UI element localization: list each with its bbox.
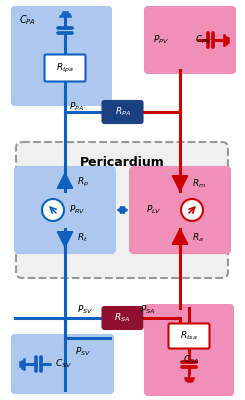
Text: $P_{PA}$: $P_{PA}$ [69, 101, 84, 113]
FancyBboxPatch shape [11, 6, 112, 106]
Text: $P_{LV}$: $P_{LV}$ [146, 204, 162, 216]
Text: $C_{PA}$: $C_{PA}$ [19, 13, 36, 27]
FancyBboxPatch shape [144, 304, 234, 396]
Text: $R_{PA}$: $R_{PA}$ [114, 106, 131, 118]
Polygon shape [172, 176, 188, 191]
Text: Pericardium: Pericardium [80, 156, 164, 168]
FancyBboxPatch shape [129, 166, 231, 254]
Text: $C_{SA}$: $C_{SA}$ [183, 354, 199, 366]
Text: $R_p$: $R_p$ [77, 176, 89, 188]
FancyBboxPatch shape [11, 334, 114, 394]
Text: $R_{SA}$: $R_{SA}$ [114, 312, 131, 324]
Polygon shape [57, 232, 73, 247]
FancyBboxPatch shape [102, 307, 143, 329]
Text: $R_{tsa}$: $R_{tsa}$ [180, 330, 198, 342]
Circle shape [42, 199, 64, 221]
FancyBboxPatch shape [102, 101, 143, 123]
Text: $R_a$: $R_a$ [192, 232, 204, 244]
Text: $C_{SV}$: $C_{SV}$ [55, 358, 72, 370]
Text: $P_{RV}$: $P_{RV}$ [69, 204, 86, 216]
Text: $P_{SV}$: $P_{SV}$ [75, 346, 91, 358]
Circle shape [181, 199, 203, 221]
Text: $R_t$: $R_t$ [77, 232, 88, 244]
FancyBboxPatch shape [16, 142, 228, 278]
FancyBboxPatch shape [144, 6, 236, 74]
Text: $R_{tpa}$: $R_{tpa}$ [56, 62, 74, 74]
Polygon shape [57, 173, 73, 188]
Text: $C_{PV}$: $C_{PV}$ [195, 34, 212, 46]
Text: $P_{PV}$: $P_{PV}$ [153, 34, 169, 46]
FancyBboxPatch shape [45, 54, 86, 82]
Text: $P_{SV}$: $P_{SV}$ [77, 304, 93, 316]
Text: $R_m$: $R_m$ [192, 178, 206, 190]
FancyBboxPatch shape [14, 166, 116, 254]
Polygon shape [172, 229, 188, 244]
Text: $P_{SA}$: $P_{SA}$ [140, 304, 155, 316]
FancyBboxPatch shape [169, 324, 209, 348]
